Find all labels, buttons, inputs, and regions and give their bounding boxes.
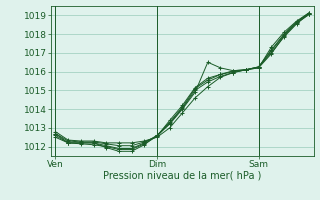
- X-axis label: Pression niveau de la mer( hPa ): Pression niveau de la mer( hPa ): [103, 171, 261, 181]
